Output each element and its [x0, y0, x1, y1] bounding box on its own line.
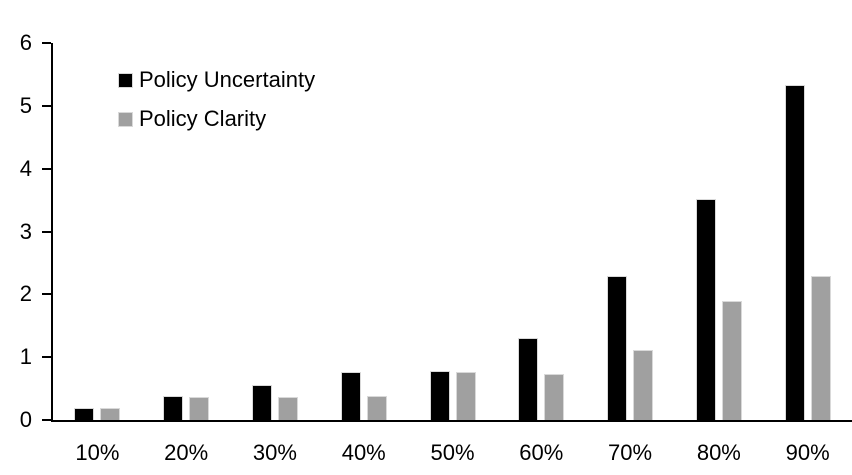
bar-policy-uncertainty — [429, 371, 450, 420]
x-tick-label: 80% — [696, 440, 741, 465]
x-tick-label: 30% — [252, 440, 297, 465]
bar-policy-clarity — [277, 396, 298, 420]
y-tick — [42, 230, 51, 233]
bar-group: 10% — [53, 43, 142, 465]
bar-policy-clarity — [721, 300, 742, 420]
legend-swatch-policy-clarity — [118, 111, 133, 127]
y-tick-label: 0 — [19, 407, 32, 432]
bar-policy-uncertainty — [784, 85, 805, 420]
legend-item-policy-clarity: Policy Clarity — [118, 106, 315, 132]
bar-policy-uncertainty — [695, 199, 716, 420]
bar-policy-uncertainty — [74, 408, 95, 420]
x-tick-label: 20% — [164, 440, 209, 465]
y-tick-label: 4 — [19, 155, 32, 181]
y-tick — [42, 104, 51, 107]
legend: Policy Uncertainty Policy Clarity — [118, 67, 315, 132]
bar-group: 20% — [142, 43, 231, 465]
bar-policy-clarity — [633, 350, 654, 420]
bar-policy-uncertainty — [251, 384, 272, 420]
bar-policy-clarity — [366, 396, 387, 420]
bar-group: 40% — [319, 43, 408, 465]
bar-policy-uncertainty — [163, 396, 184, 420]
y-tick — [42, 167, 51, 170]
bar-group: 50% — [408, 43, 497, 465]
y-tick-label: 5 — [19, 92, 32, 118]
bar-policy-clarity — [810, 276, 831, 420]
y-tick-label: 6 — [19, 30, 32, 55]
y-tick — [42, 419, 51, 421]
legend-label: Policy Clarity — [139, 106, 267, 131]
x-tick-label: 70% — [608, 440, 653, 465]
y-tick-label: 3 — [19, 218, 32, 244]
bar-policy-uncertainty — [607, 276, 628, 420]
bar-policy-clarity — [100, 408, 121, 420]
bar-policy-clarity — [189, 396, 210, 420]
bar-group: 60% — [497, 43, 586, 465]
plot-area: 0 1 2 3 4 5 6 10% 20% 30% 40% 50% 60% 70% 80% 90% — [20, 30, 852, 465]
x-tick-label: 10% — [75, 440, 120, 465]
bar-group: 30% — [231, 43, 320, 465]
y-tick — [42, 293, 51, 296]
y-tick — [42, 42, 51, 44]
x-tick-label: 60% — [519, 440, 564, 465]
bar-group: 80% — [674, 43, 763, 465]
y-tick-label: 2 — [19, 281, 32, 307]
bar-policy-clarity — [455, 372, 476, 420]
bar-group: 90% — [763, 43, 852, 465]
legend-swatch-policy-uncertainty — [118, 72, 133, 88]
bar-policy-uncertainty — [518, 337, 539, 420]
bar-group: 70% — [586, 43, 675, 465]
y-tick — [42, 356, 51, 359]
bar-policy-uncertainty — [340, 372, 361, 420]
legend-label: Policy Uncertainty — [139, 67, 316, 92]
x-tick-label: 40% — [341, 440, 386, 465]
x-tick-label: 90% — [785, 440, 830, 465]
bar-groups: 10% 20% 30% 40% 50% 60% 70% 80% 90% — [53, 43, 852, 465]
y-tick-label: 1 — [19, 344, 32, 370]
bar-policy-clarity — [544, 373, 565, 420]
legend-item-policy-uncertainty: Policy Uncertainty — [118, 67, 315, 93]
x-tick-label: 50% — [430, 440, 475, 465]
